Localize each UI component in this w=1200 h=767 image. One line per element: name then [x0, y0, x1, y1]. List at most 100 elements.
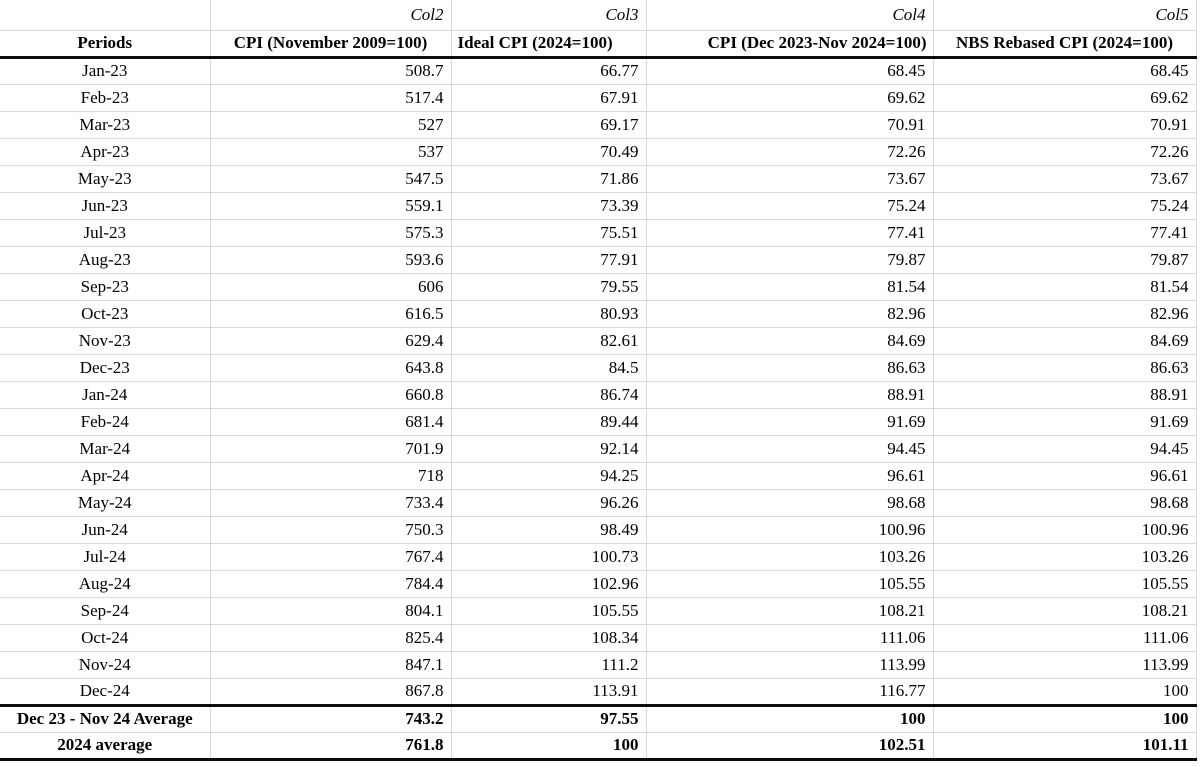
- value-cell[interactable]: 111.2: [450, 650, 647, 679]
- value-cell[interactable]: 77.41: [645, 218, 934, 247]
- header-periods[interactable]: Periods: [0, 29, 211, 59]
- value-cell[interactable]: 70.91: [645, 110, 934, 139]
- value-cell[interactable]: 847.1: [209, 650, 452, 679]
- value-cell[interactable]: 69.62: [645, 83, 934, 112]
- col-ref-col3[interactable]: Col3: [450, 0, 647, 31]
- value-cell[interactable]: 79.87: [645, 245, 934, 274]
- value-cell[interactable]: 84.69: [932, 326, 1197, 355]
- value-cell[interactable]: 96.61: [645, 461, 934, 490]
- value-cell[interactable]: 867.8: [209, 677, 452, 706]
- value-cell[interactable]: 103.26: [932, 542, 1197, 571]
- value-cell[interactable]: 92.14: [450, 434, 647, 463]
- value-cell[interactable]: 96.26: [450, 488, 647, 517]
- value-cell[interactable]: 517.4: [209, 83, 452, 112]
- header-cpi-november-2009[interactable]: CPI (November 2009=100): [209, 29, 452, 59]
- period-cell[interactable]: Jun-23: [0, 191, 211, 220]
- value-cell[interactable]: 537: [209, 137, 452, 166]
- value-cell[interactable]: 100: [932, 703, 1197, 733]
- value-cell[interactable]: 100.96: [645, 515, 934, 544]
- value-cell[interactable]: 593.6: [209, 245, 452, 274]
- value-cell[interactable]: 66.77: [450, 56, 647, 85]
- value-cell[interactable]: 80.93: [450, 299, 647, 328]
- value-cell[interactable]: 108.21: [932, 596, 1197, 625]
- value-cell[interactable]: 91.69: [645, 407, 934, 436]
- value-cell[interactable]: 71.86: [450, 164, 647, 193]
- value-cell[interactable]: 508.7: [209, 56, 452, 85]
- value-cell[interactable]: 70.49: [450, 137, 647, 166]
- value-cell[interactable]: 89.44: [450, 407, 647, 436]
- value-cell[interactable]: 643.8: [209, 353, 452, 382]
- value-cell[interactable]: 701.9: [209, 434, 452, 463]
- value-cell[interactable]: 69.17: [450, 110, 647, 139]
- value-cell[interactable]: 79.55: [450, 272, 647, 301]
- value-cell[interactable]: 108.34: [450, 623, 647, 652]
- value-cell[interactable]: 72.26: [932, 137, 1197, 166]
- period-cell[interactable]: Apr-23: [0, 137, 211, 166]
- value-cell[interactable]: 88.91: [932, 380, 1197, 409]
- period-cell[interactable]: Nov-24: [0, 650, 211, 679]
- period-cell[interactable]: Oct-23: [0, 299, 211, 328]
- period-cell[interactable]: Sep-24: [0, 596, 211, 625]
- value-cell[interactable]: 75.51: [450, 218, 647, 247]
- period-cell[interactable]: Dec-24: [0, 677, 211, 706]
- value-cell[interactable]: 68.45: [645, 56, 934, 85]
- value-cell[interactable]: 100: [932, 677, 1197, 706]
- value-cell[interactable]: 113.91: [450, 677, 647, 706]
- value-cell[interactable]: 81.54: [932, 272, 1197, 301]
- value-cell[interactable]: 82.61: [450, 326, 647, 355]
- value-cell[interactable]: 72.26: [645, 137, 934, 166]
- period-cell[interactable]: Dec-23: [0, 353, 211, 382]
- col-ref-col2[interactable]: Col2: [209, 0, 452, 31]
- value-cell[interactable]: 86.63: [932, 353, 1197, 382]
- value-cell[interactable]: 86.74: [450, 380, 647, 409]
- value-cell[interactable]: 102.51: [645, 731, 934, 761]
- col-ref-col4[interactable]: Col4: [645, 0, 934, 31]
- value-cell[interactable]: 547.5: [209, 164, 452, 193]
- value-cell[interactable]: 82.96: [932, 299, 1197, 328]
- value-cell[interactable]: 108.21: [645, 596, 934, 625]
- value-cell[interactable]: 94.45: [645, 434, 934, 463]
- header-cpi-dec2023-nov2024[interactable]: CPI (Dec 2023-Nov 2024=100): [645, 29, 934, 59]
- value-cell[interactable]: 77.41: [932, 218, 1197, 247]
- period-cell[interactable]: Aug-23: [0, 245, 211, 274]
- value-cell[interactable]: 91.69: [932, 407, 1197, 436]
- value-cell[interactable]: 102.96: [450, 569, 647, 598]
- value-cell[interactable]: 75.24: [645, 191, 934, 220]
- period-cell[interactable]: Nov-23: [0, 326, 211, 355]
- value-cell[interactable]: 96.61: [932, 461, 1197, 490]
- period-cell[interactable]: Feb-24: [0, 407, 211, 436]
- value-cell[interactable]: 105.55: [450, 596, 647, 625]
- value-cell[interactable]: 70.91: [932, 110, 1197, 139]
- period-cell[interactable]: Jun-24: [0, 515, 211, 544]
- value-cell[interactable]: 718: [209, 461, 452, 490]
- value-cell[interactable]: 75.24: [932, 191, 1197, 220]
- period-cell[interactable]: May-24: [0, 488, 211, 517]
- period-cell[interactable]: Mar-24: [0, 434, 211, 463]
- period-cell[interactable]: Sep-23: [0, 272, 211, 301]
- value-cell[interactable]: 79.87: [932, 245, 1197, 274]
- period-cell[interactable]: Jan-23: [0, 56, 211, 85]
- value-cell[interactable]: 82.96: [645, 299, 934, 328]
- value-cell[interactable]: 825.4: [209, 623, 452, 652]
- value-cell[interactable]: 81.54: [645, 272, 934, 301]
- period-cell[interactable]: Oct-24: [0, 623, 211, 652]
- value-cell[interactable]: 743.2: [209, 703, 452, 733]
- col-ref-col5[interactable]: Col5: [932, 0, 1197, 31]
- value-cell[interactable]: 100.73: [450, 542, 647, 571]
- value-cell[interactable]: 94.45: [932, 434, 1197, 463]
- value-cell[interactable]: 88.91: [645, 380, 934, 409]
- value-cell[interactable]: 103.26: [645, 542, 934, 571]
- summary-label-cell[interactable]: Dec 23 - Nov 24 Average: [0, 703, 211, 733]
- value-cell[interactable]: 616.5: [209, 299, 452, 328]
- value-cell[interactable]: 767.4: [209, 542, 452, 571]
- value-cell[interactable]: 111.06: [645, 623, 934, 652]
- value-cell[interactable]: 97.55: [450, 703, 647, 733]
- value-cell[interactable]: 100: [450, 731, 647, 761]
- value-cell[interactable]: 94.25: [450, 461, 647, 490]
- value-cell[interactable]: 660.8: [209, 380, 452, 409]
- value-cell[interactable]: 73.67: [645, 164, 934, 193]
- value-cell[interactable]: 67.91: [450, 83, 647, 112]
- value-cell[interactable]: 784.4: [209, 569, 452, 598]
- header-ideal-cpi-2024[interactable]: Ideal CPI (2024=100): [450, 29, 647, 59]
- period-cell[interactable]: May-23: [0, 164, 211, 193]
